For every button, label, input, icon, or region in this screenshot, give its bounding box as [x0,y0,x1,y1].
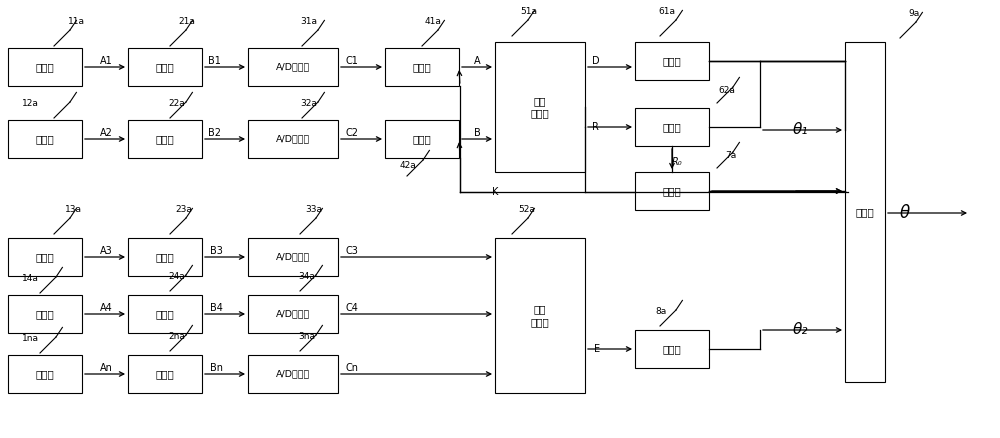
Text: A/D转换器: A/D转换器 [276,252,310,261]
Text: Cn: Cn [346,363,359,373]
Text: 34a: 34a [298,272,315,281]
Text: 传感器: 传感器 [36,252,54,262]
Bar [128,295,202,333]
Text: 第一
合成器: 第一 合成器 [531,96,549,118]
Text: 传感器: 传感器 [36,309,54,319]
Text: 2na: 2na [168,332,185,341]
Text: E: E [594,344,600,354]
Text: 放大器: 放大器 [156,134,174,144]
Bar [248,120,338,158]
Text: 42a: 42a [400,161,417,170]
Text: 放大器: 放大器 [156,62,174,72]
Bar [385,120,459,158]
Bar [128,48,202,86]
Bar [635,172,709,210]
Bar [8,120,82,158]
Text: θ: θ [900,204,910,222]
Bar [495,42,585,172]
Text: 放大器: 放大器 [156,309,174,319]
Text: 11a: 11a [68,17,85,26]
Bar [248,355,338,393]
Text: 放大器: 放大器 [156,252,174,262]
Text: 52a: 52a [518,205,535,214]
Text: K: K [492,187,498,197]
Text: B2: B2 [208,128,221,138]
Bar [128,355,202,393]
Bar [128,238,202,276]
Text: 存储器: 存储器 [663,56,681,66]
Text: A/D转换器: A/D转换器 [276,310,310,318]
Text: 传感器: 传感器 [36,62,54,72]
Text: 13a: 13a [65,205,82,214]
Text: B3: B3 [210,246,223,256]
Text: 12a: 12a [22,99,39,108]
Text: 31a: 31a [300,17,317,26]
Text: 存储器: 存储器 [663,344,681,354]
Text: 32a: 32a [300,99,317,108]
Bar [248,48,338,86]
Text: C3: C3 [346,246,359,256]
Text: C2: C2 [345,128,358,138]
Text: B1: B1 [208,56,221,66]
Text: 41a: 41a [425,17,442,26]
Text: 第二
合成器: 第二 合成器 [531,304,549,327]
Text: A/D转换器: A/D转换器 [276,370,310,378]
Text: D: D [592,56,600,66]
Text: θ₂: θ₂ [793,322,808,338]
Text: 21a: 21a [178,17,195,26]
Bar [248,238,338,276]
Bar [845,42,885,382]
Text: 1na: 1na [22,334,39,343]
Text: A/D转换器: A/D转换器 [276,134,310,144]
Bar [128,120,202,158]
Text: 传感器: 传感器 [36,134,54,144]
Text: 51a: 51a [520,7,537,16]
Text: R: R [592,122,599,132]
Text: 存储器: 存储器 [663,122,681,132]
Text: B: B [474,128,481,138]
Text: 7a: 7a [725,151,736,160]
Text: 22a: 22a [168,99,185,108]
Text: A: A [474,56,481,66]
Text: 23a: 23a [175,205,192,214]
Text: C1: C1 [345,56,358,66]
Bar [8,295,82,333]
Text: θ₁: θ₁ [793,123,808,138]
Text: 传感器: 传感器 [36,369,54,379]
Text: 9a: 9a [908,9,919,18]
Text: B4: B4 [210,303,223,313]
Text: R₀: R₀ [672,157,683,167]
Text: 61a: 61a [658,7,675,16]
Bar [248,295,338,333]
Text: An: An [100,363,113,373]
Text: A4: A4 [100,303,113,313]
Text: 加法器: 加法器 [856,207,874,217]
Text: A3: A3 [100,246,113,256]
Text: 放大器: 放大器 [156,369,174,379]
Bar [8,238,82,276]
Text: A/D转换器: A/D转换器 [276,63,310,71]
Text: 乘法器: 乘法器 [413,134,431,144]
Text: 8a: 8a [655,307,666,316]
Bar [8,355,82,393]
Text: 14a: 14a [22,274,39,283]
Text: A1: A1 [100,56,113,66]
Bar [8,48,82,86]
Bar [385,48,459,86]
Text: A2: A2 [100,128,113,138]
Text: C4: C4 [346,303,359,313]
Text: 矫正器: 矫正器 [663,186,681,196]
Text: 24a: 24a [168,272,185,281]
Bar [635,330,709,368]
Text: 3na: 3na [298,332,315,341]
Text: 乘法器: 乘法器 [413,62,431,72]
Bar [495,238,585,393]
Text: 62a: 62a [718,86,735,95]
Bar [635,108,709,146]
Text: 33a: 33a [305,205,322,214]
Bar [635,42,709,80]
Text: Bn: Bn [210,363,223,373]
